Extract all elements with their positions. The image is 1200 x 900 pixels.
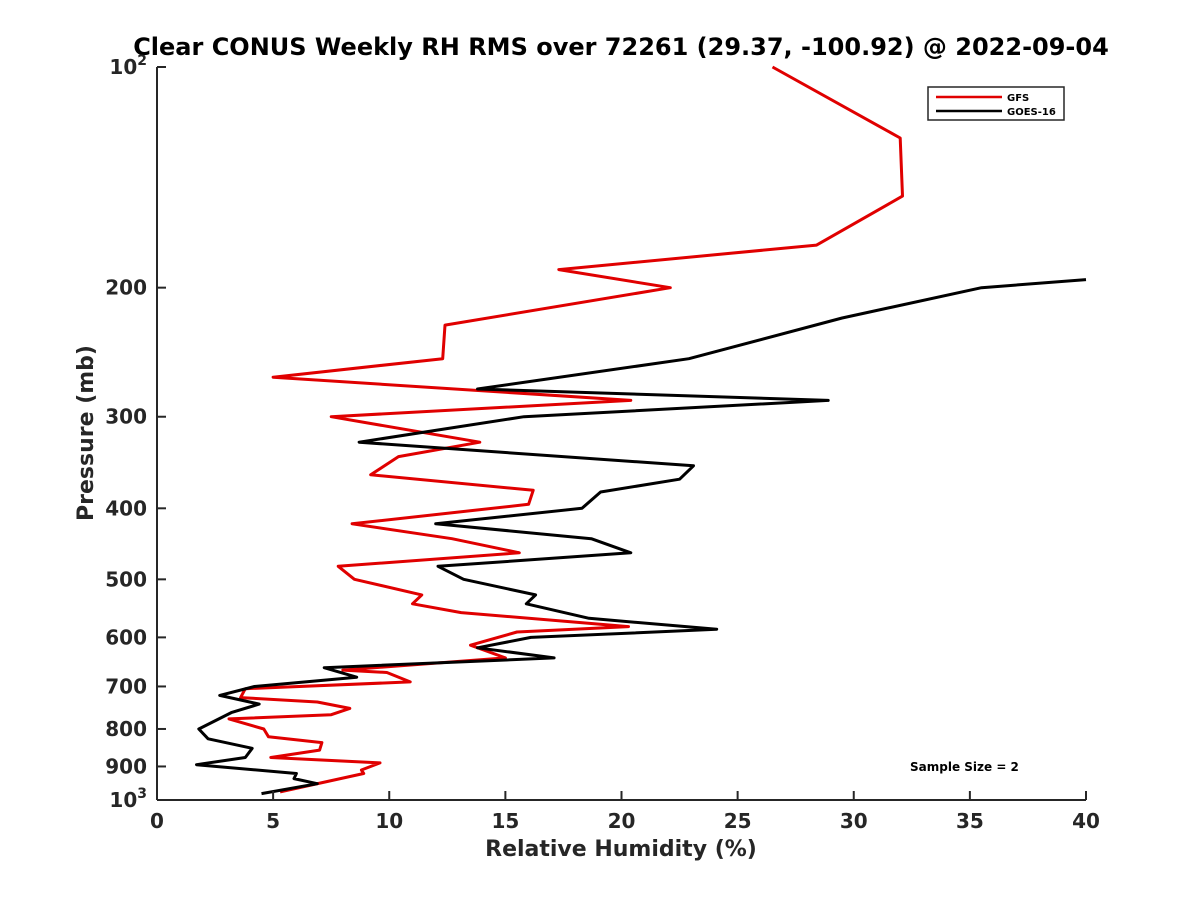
series-line-goes-16 bbox=[195, 278, 1087, 796]
legend-label-goes16: GOES-16 bbox=[1007, 107, 1056, 118]
chart-title: Clear CONUS Weekly RH RMS over 72261 (29… bbox=[133, 33, 1109, 61]
plot-area: 0 5 10 15 20 25 30 35 40 102 200 300 400 500 600 700 80… bbox=[105, 53, 1100, 833]
y-tick-label: 400 bbox=[105, 496, 147, 520]
x-tick-label: 25 bbox=[724, 809, 752, 833]
legend: GFS GOES-16 bbox=[927, 86, 1065, 121]
x-tick-label: 5 bbox=[266, 809, 280, 833]
y-tick-label: 300 bbox=[105, 405, 147, 429]
x-tick-label: 40 bbox=[1072, 809, 1100, 833]
x-axis-ticks: 0 5 10 15 20 25 30 35 40 bbox=[150, 791, 1100, 833]
series-line-gfs bbox=[227, 65, 904, 794]
x-tick-label: 0 bbox=[150, 809, 164, 833]
x-tick-label: 10 bbox=[375, 809, 403, 833]
y-tick-label: 900 bbox=[105, 754, 147, 778]
y-tick-label: 102 bbox=[109, 53, 147, 79]
x-tick-label: 20 bbox=[608, 809, 636, 833]
y-axis-ticks: 102 200 300 400 500 600 700 800 900 103 bbox=[105, 53, 166, 812]
x-tick-label: 15 bbox=[491, 809, 519, 833]
series-layer bbox=[195, 65, 1087, 796]
y-axis-label: Pressure (mb) bbox=[74, 345, 99, 521]
legend-box bbox=[927, 86, 1065, 121]
sample-size-annotation: Sample Size = 2 bbox=[910, 760, 1019, 774]
y-tick-label: 200 bbox=[105, 276, 147, 300]
y-tick-label: 600 bbox=[105, 625, 147, 649]
y-tick-label: 103 bbox=[109, 786, 147, 812]
y-tick-label: 800 bbox=[105, 717, 147, 741]
x-tick-label: 30 bbox=[840, 809, 868, 833]
y-tick-label: 700 bbox=[105, 674, 147, 698]
legend-label-gfs: GFS bbox=[1007, 93, 1029, 104]
x-tick-label: 35 bbox=[956, 809, 984, 833]
x-axis-label: Relative Humidity (%) bbox=[485, 837, 757, 862]
y-tick-label: 500 bbox=[105, 567, 147, 591]
